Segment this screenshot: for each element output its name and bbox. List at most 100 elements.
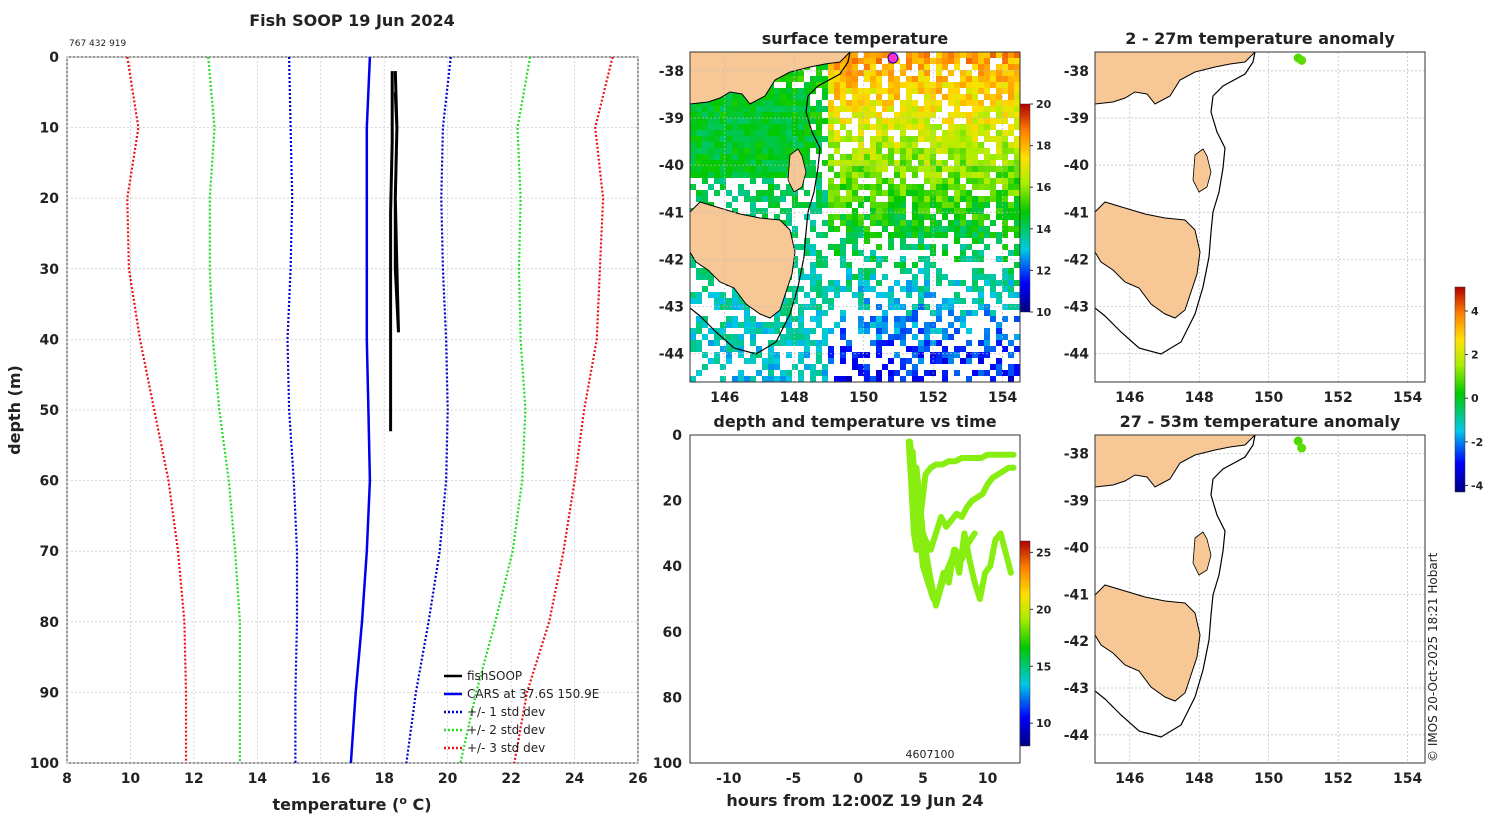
- sst-cell: [966, 160, 972, 166]
- sst-cell: [726, 334, 732, 340]
- sst-cell: [948, 304, 954, 310]
- sst-cell: [708, 112, 714, 118]
- sst-cell: [942, 94, 948, 100]
- sst-cell: [942, 184, 948, 190]
- sst-cell: [774, 214, 780, 220]
- sst-cell: [840, 220, 846, 226]
- sst-cell: [714, 100, 720, 106]
- sst-cell: [924, 334, 930, 340]
- sst-cell: [966, 118, 972, 124]
- sst-cell: [792, 196, 798, 202]
- sst-cell: [912, 58, 918, 64]
- sst-cell: [870, 154, 876, 160]
- sst-cell: [942, 244, 948, 250]
- sst-cell: [942, 118, 948, 124]
- sst-cell: [978, 70, 984, 76]
- sst-cell: [990, 190, 996, 196]
- sst-cell: [732, 298, 738, 304]
- sst-cell: [852, 220, 858, 226]
- sst-cell: [972, 118, 978, 124]
- timeseries-ytick: 40: [663, 559, 683, 575]
- sst-cell: [840, 196, 846, 202]
- sst-cell: [834, 172, 840, 178]
- sst-cell: [702, 118, 708, 124]
- sst-cell: [804, 124, 810, 130]
- sst-cell: [960, 160, 966, 166]
- sst-cell: [1008, 106, 1014, 112]
- sst-cell: [762, 160, 768, 166]
- anomaly2-frame: [1094, 434, 1426, 764]
- sst-cell: [882, 256, 888, 262]
- sst-cell: [906, 292, 912, 298]
- sst-cell: [786, 184, 792, 190]
- sst-cell: [732, 346, 738, 352]
- sst-cell: [936, 88, 942, 94]
- sst-cell: [942, 142, 948, 148]
- sst-cell: [798, 106, 804, 112]
- sst-cell: [966, 124, 972, 130]
- sst-cell: [1008, 370, 1014, 376]
- sst-cell: [834, 322, 840, 328]
- sst-cell: [936, 190, 942, 196]
- sst-cell: [732, 130, 738, 136]
- sst-cell: [960, 256, 966, 262]
- sst-cell: [768, 358, 774, 364]
- sst-cell: [894, 148, 900, 154]
- sst-cell: [942, 160, 948, 166]
- sst-cell: [804, 118, 810, 124]
- sst-cell: [882, 160, 888, 166]
- sst-cell: [762, 136, 768, 142]
- sst-cell: [714, 160, 720, 166]
- sst-cell: [972, 82, 978, 88]
- sst-cell: [1008, 178, 1014, 184]
- sst-cell: [744, 316, 750, 322]
- sst-cell: [690, 334, 696, 340]
- sst-cell: [1008, 226, 1014, 232]
- sst-cell: [786, 94, 792, 100]
- profile-xtick: 20: [438, 771, 458, 787]
- sst-cell: [1014, 94, 1020, 100]
- sst-cell: [810, 226, 816, 232]
- sst-cell: [744, 328, 750, 334]
- sst-cell: [768, 196, 774, 202]
- sst-cell: [972, 112, 978, 118]
- sst-cell: [708, 142, 714, 148]
- sst-cell: [726, 358, 732, 364]
- sst-cell: [690, 256, 696, 262]
- sst-cell: [894, 76, 900, 82]
- sst-cell: [924, 130, 930, 136]
- sst-cell: [726, 148, 732, 154]
- anomaly-colorbar: [1454, 286, 1466, 493]
- sst-cell: [732, 304, 738, 310]
- sst-cell: [816, 148, 822, 154]
- timeseries-colorbar-ticklabel: 10: [1036, 717, 1052, 730]
- sst-cell: [912, 352, 918, 358]
- sst-cell: [936, 106, 942, 112]
- sst-cell: [876, 112, 882, 118]
- sst-cell: [912, 154, 918, 160]
- sst-cell: [948, 322, 954, 328]
- sst-cell: [696, 160, 702, 166]
- sst-cell: [954, 154, 960, 160]
- sst-cell: [1002, 244, 1008, 250]
- sst-cell: [690, 346, 696, 352]
- sst-cell: [912, 220, 918, 226]
- sst-cell: [924, 178, 930, 184]
- sst-cell: [936, 100, 942, 106]
- sst-cell: [894, 316, 900, 322]
- sst-cell: [828, 124, 834, 130]
- sst-cell: [756, 148, 762, 154]
- sst-cell: [858, 148, 864, 154]
- sst-cell: [876, 118, 882, 124]
- sst-cell: [954, 172, 960, 178]
- sst-cell: [762, 100, 768, 106]
- sst-cell: [768, 100, 774, 106]
- sst-cell: [948, 334, 954, 340]
- sst-cell: [816, 130, 822, 136]
- sst-cell: [942, 196, 948, 202]
- sst-cell: [840, 70, 846, 76]
- sst-cell: [786, 130, 792, 136]
- sst-cell: [948, 118, 954, 124]
- sst-cell: [786, 112, 792, 118]
- sst-cell: [888, 178, 894, 184]
